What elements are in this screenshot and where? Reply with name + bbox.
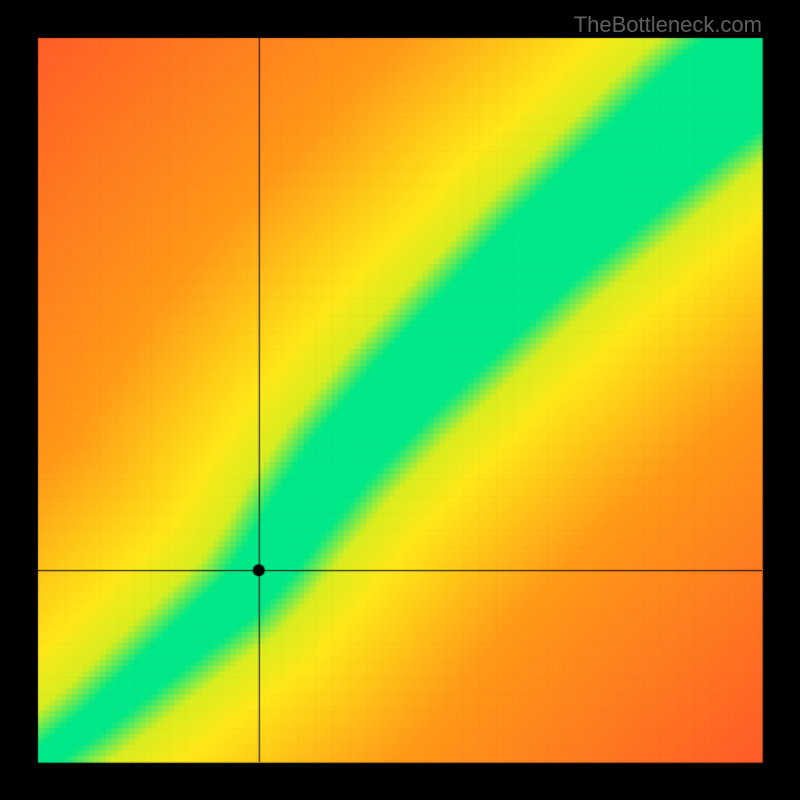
chart-container: TheBottleneck.com: [0, 0, 800, 800]
watermark-text: TheBottleneck.com: [574, 12, 762, 38]
bottleneck-heatmap: [0, 0, 800, 800]
